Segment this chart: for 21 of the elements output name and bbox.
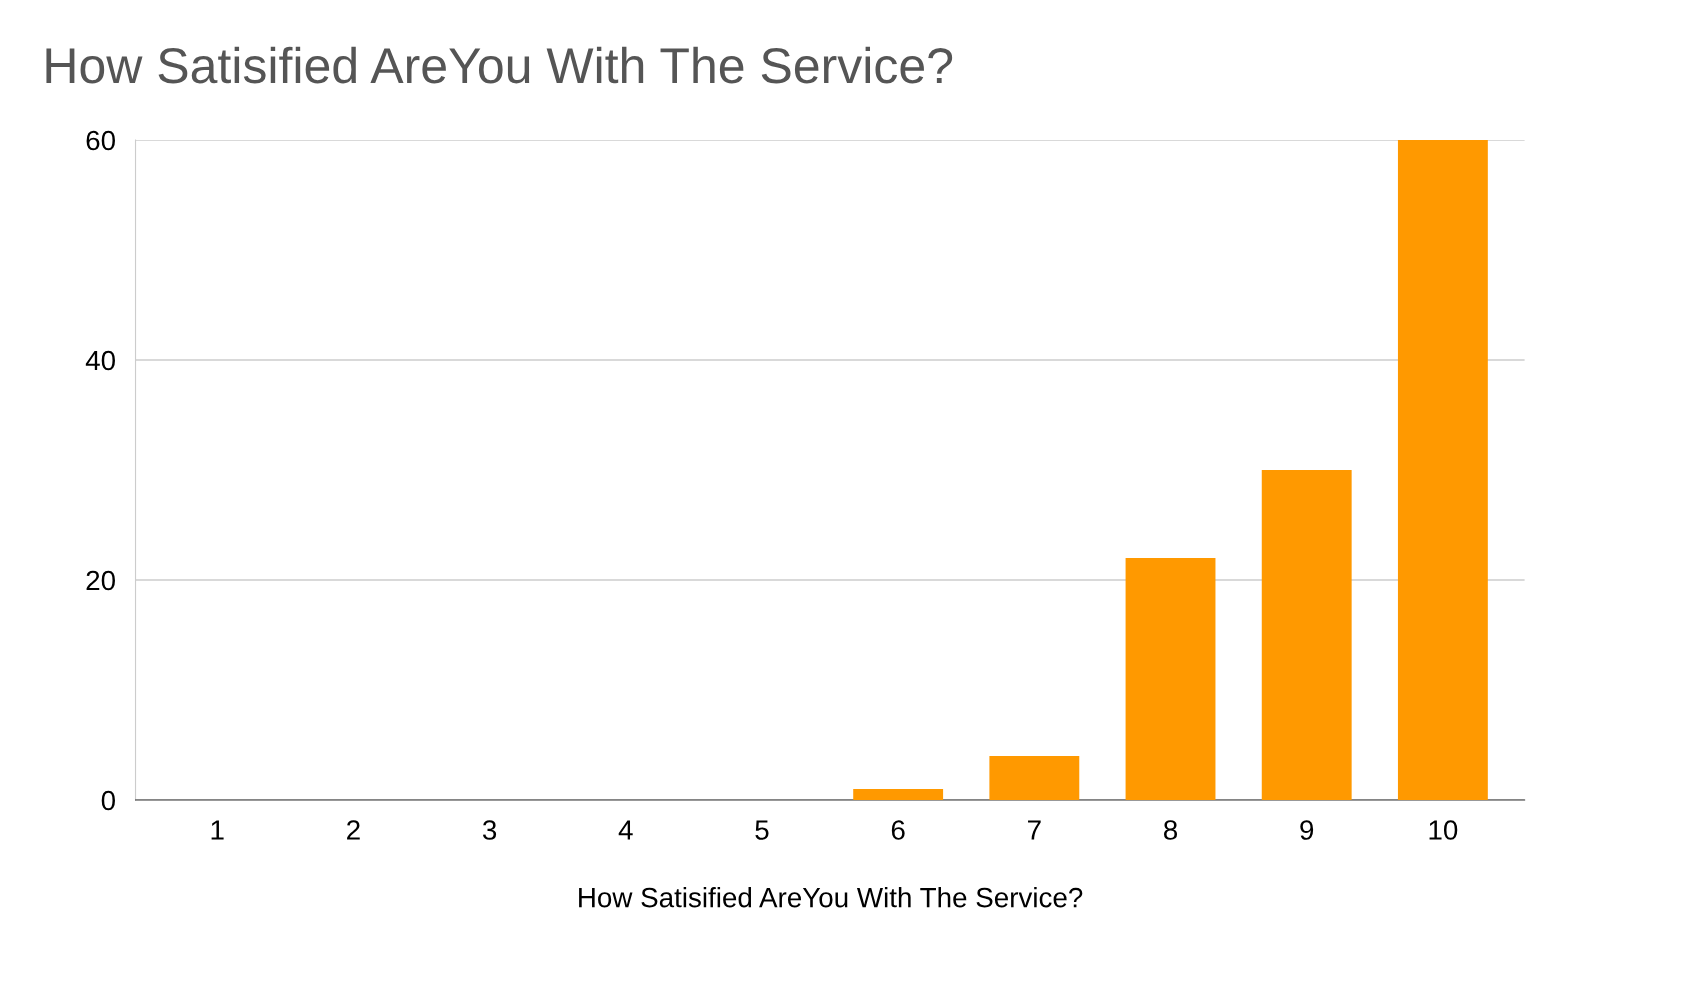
x-tick-label: 4	[618, 820, 633, 840]
bar	[1261, 470, 1352, 800]
x-axis-title: How Satisified AreYou With The Service?	[579, 887, 1083, 908]
x-tick-label: 10	[1429, 820, 1458, 840]
bar	[989, 756, 1080, 800]
y-tick-label: 40	[85, 350, 115, 371]
y-tick-label: 20	[86, 570, 115, 591]
x-tick-label: 5	[755, 820, 769, 840]
x-tick-label: 1	[211, 820, 224, 840]
chart-title: How Satisified AreYou With The Service?	[46, 46, 953, 84]
bar	[853, 789, 944, 800]
y-tick-label: 60	[86, 130, 115, 151]
x-tick-label: 8	[1164, 820, 1178, 840]
bar	[1397, 140, 1488, 800]
y-tick-label: 0	[101, 790, 115, 811]
x-tick-label: 9	[1300, 820, 1314, 840]
bar	[1125, 558, 1216, 800]
x-tick-label: 2	[347, 820, 360, 840]
x-tick-label: 7	[1028, 820, 1041, 840]
x-tick-label: 6	[891, 820, 905, 840]
x-tick-label: 3	[482, 820, 497, 840]
